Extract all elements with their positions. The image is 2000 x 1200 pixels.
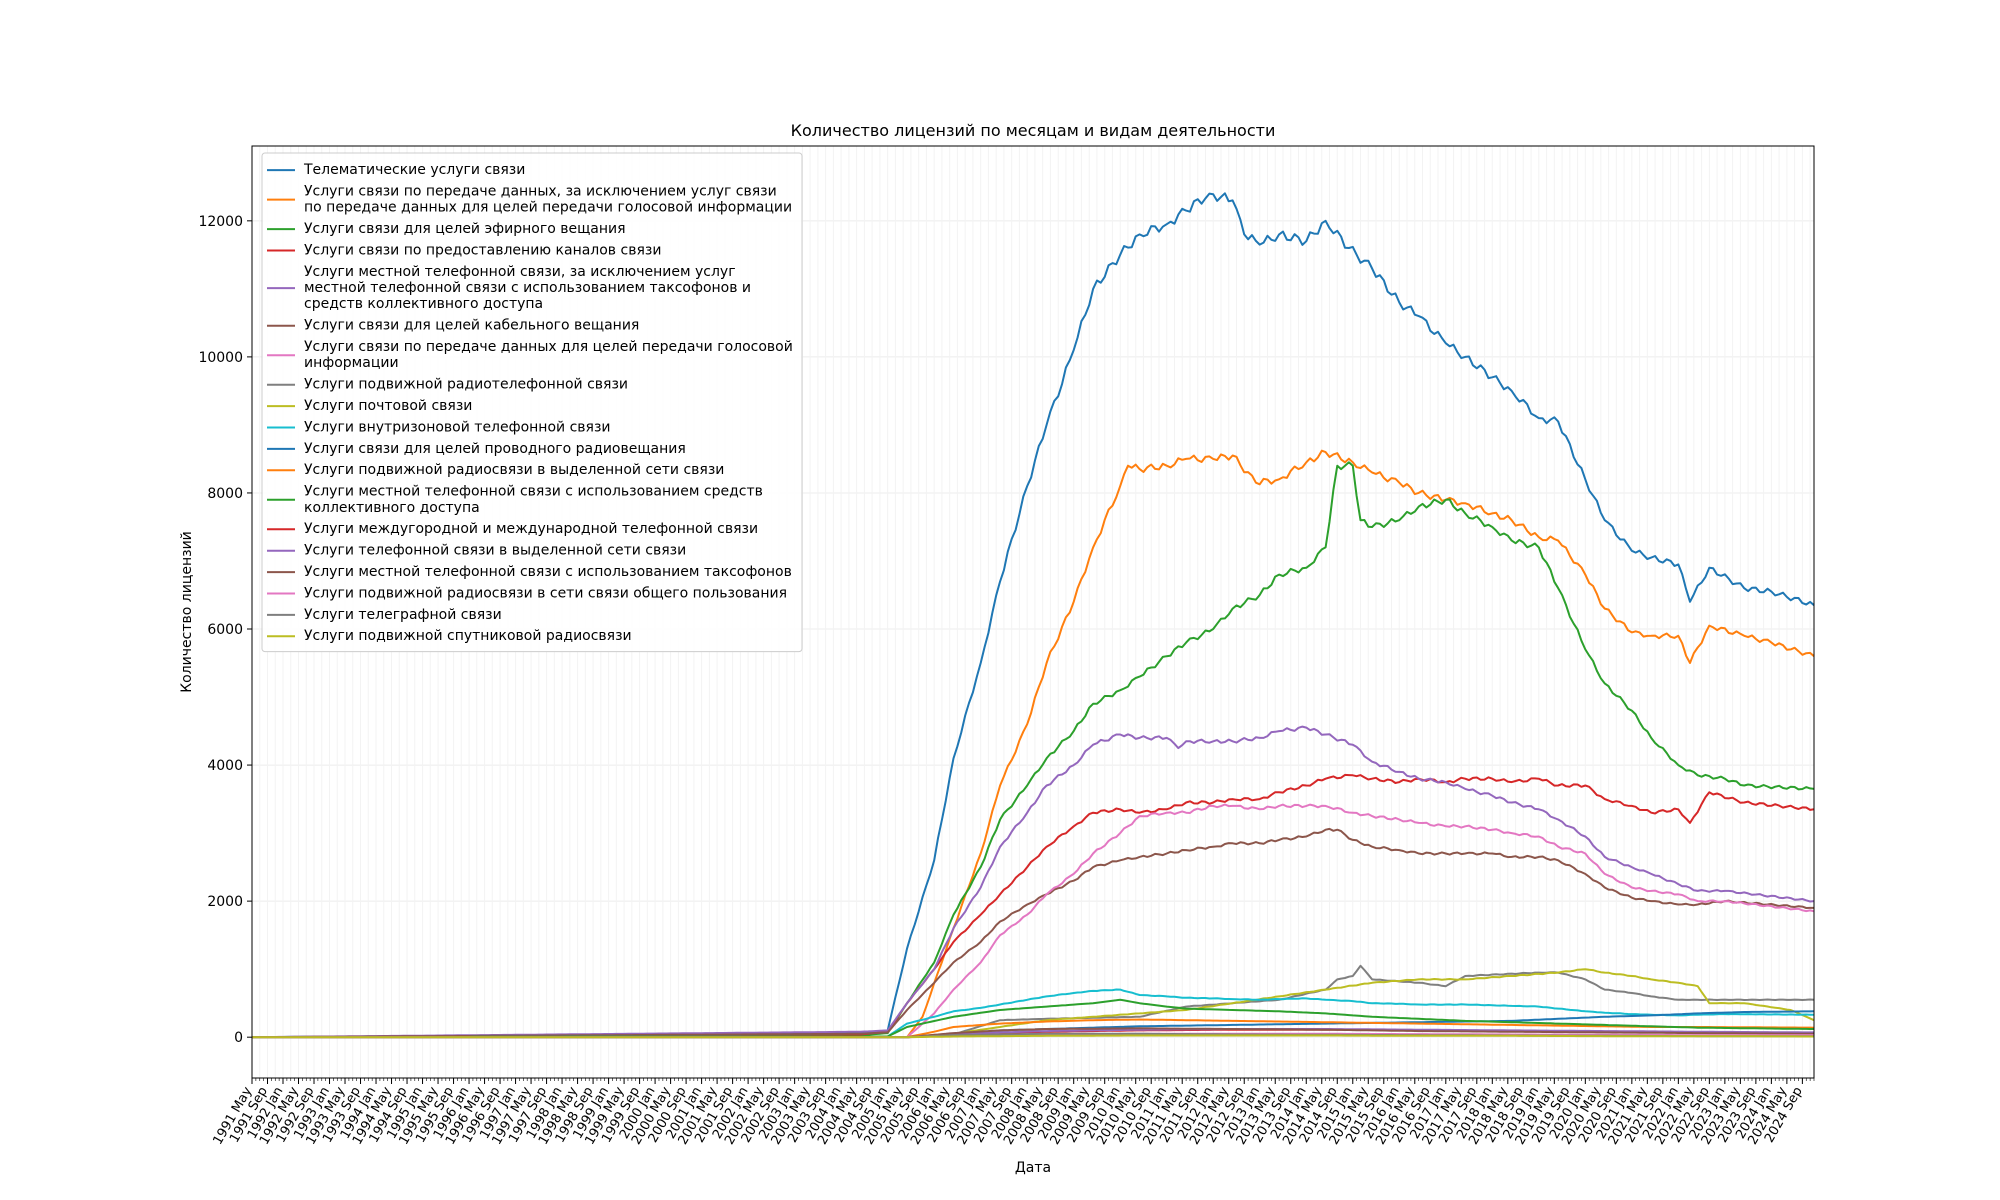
series-line-6 — [252, 827, 1814, 1039]
legend-item: Услуги связи по предоставлению каналов с… — [304, 242, 661, 258]
series-line-19 — [252, 1034, 1814, 1039]
y-tick-label: 4000 — [207, 758, 243, 774]
y-tick-label: 2000 — [207, 894, 243, 910]
legend-item: Услуги междугородной и международной тел… — [304, 521, 758, 537]
y-axis: 0 2000 4000 6000 8000 10000 12000 — [198, 214, 252, 1046]
legend-item: Услуги подвижной спутниковой радиосвязи — [304, 628, 632, 644]
legend-item: Услуги подвижной радиосвязи в выделенной… — [304, 462, 724, 478]
legend-item: Услуги внутризоновой телефонной связи — [304, 419, 611, 435]
legend-item: Услуги связи для целей эфирного вещания — [304, 221, 626, 237]
chart-title: Количество лицензий по месяцам и видам д… — [791, 121, 1276, 140]
legend-item: Услуги связи для целей проводного радиов… — [304, 441, 686, 457]
legend-item: Услуги почтовой связи — [304, 398, 472, 414]
legend-item: Услуги телеграфной связи — [304, 607, 502, 623]
legend-item: Услуги подвижной радиосвязи в сети связи… — [304, 585, 787, 601]
legend: Телематические услуги связи Услуги связи … — [261, 152, 803, 653]
legend-item: Услуги подвижной радиотелефонной связи — [304, 377, 628, 393]
legend-item: Услуги местной телефонной связи, за искл… — [304, 264, 751, 312]
legend-box — [261, 152, 803, 653]
y-tick-label: 8000 — [207, 486, 243, 502]
legend-item: Услуги связи для целей кабельного вещани… — [304, 318, 639, 334]
legend-item: Услуги местной телефонной связи с исполь… — [304, 564, 792, 580]
legend-item: Услуги связи по передаче данных, за искл… — [304, 183, 792, 215]
y-tick-label: 12000 — [198, 214, 243, 230]
y-tick-label: 6000 — [207, 622, 243, 638]
legend-item: Услуги телефонной связи в выделенной сет… — [304, 543, 686, 559]
plot-frame — [251, 145, 1815, 1079]
y-axis-label: Количество лицензий — [179, 531, 195, 693]
y-tick-label: 0 — [234, 1030, 243, 1046]
series-lines — [251, 192, 1815, 1039]
x-axis-label: Дата — [1015, 1160, 1051, 1176]
legend-item: Услуги связи по передаче данных для целе… — [304, 339, 793, 371]
legend-item: Телематические услуги связи — [303, 162, 525, 178]
legend-item: Услуги местной телефонной связи с исполь… — [304, 484, 763, 516]
y-tick-label: 10000 — [198, 350, 243, 366]
